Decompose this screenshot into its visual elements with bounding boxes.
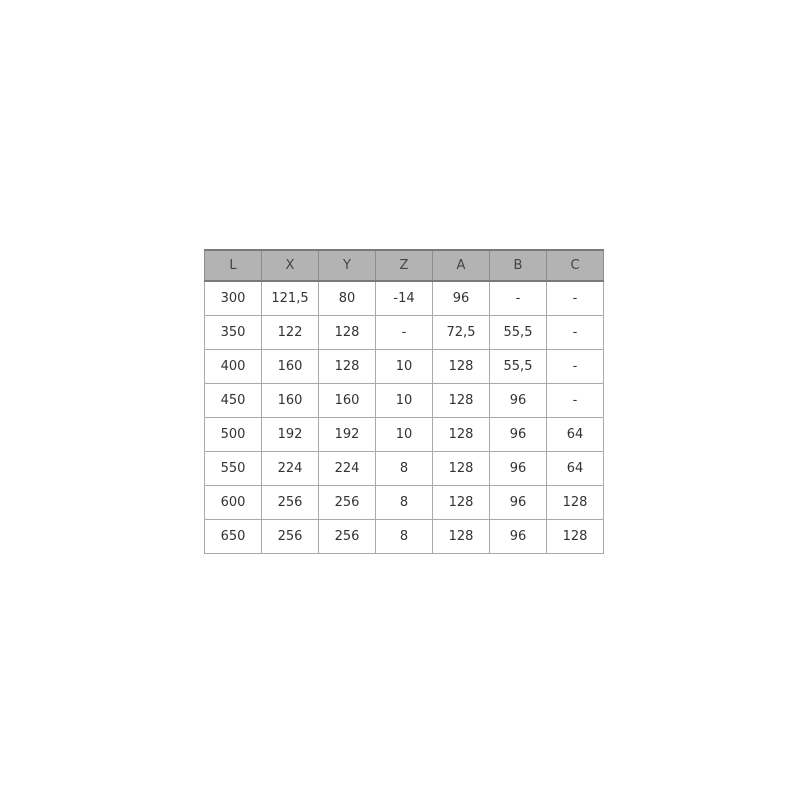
table-cell: 10 [375, 349, 433, 384]
table-cell: 450 [204, 383, 262, 418]
table-cell: 500 [204, 417, 262, 452]
table-row: 500 192 192 10 128 96 64 [204, 417, 604, 452]
table-cell: 80 [318, 280, 376, 316]
table-cell: 72,5 [432, 315, 490, 350]
table-cell: 650 [204, 519, 262, 554]
table-row: 600 256 256 8 128 96 128 [204, 485, 604, 520]
table-cell: 96 [489, 485, 547, 520]
table-cell: 300 [204, 280, 262, 316]
table-cell: 128 [432, 451, 490, 486]
table-cell: 256 [261, 485, 319, 520]
table-cell: -14 [375, 280, 433, 316]
table-cell: 128 [432, 417, 490, 452]
table-cell: - [546, 349, 604, 384]
table-cell: 160 [261, 349, 319, 384]
column-header: Z [375, 249, 433, 282]
table-cell: 10 [375, 417, 433, 452]
table-row: 350 122 128-72,5 55,5- [204, 315, 604, 350]
table-cell: 10 [375, 383, 433, 418]
table-cell: 256 [318, 485, 376, 520]
table-cell: 128 [318, 315, 376, 350]
table-cell: 55,5 [489, 349, 547, 384]
table-cell: 600 [204, 485, 262, 520]
table-cell: 128 [432, 383, 490, 418]
table-cell: - [546, 280, 604, 316]
table-cell: 64 [546, 417, 604, 452]
table-cell: 128 [432, 485, 490, 520]
table-cell: 128 [318, 349, 376, 384]
table-cell: 350 [204, 315, 262, 350]
table-cell: 128 [432, 349, 490, 384]
table-cell: 128 [546, 485, 604, 520]
column-header: A [432, 249, 490, 282]
table-cell: 8 [375, 485, 433, 520]
table-cell: - [546, 383, 604, 418]
column-header: B [489, 249, 547, 282]
column-header: L [204, 249, 262, 282]
table-cell: 55,5 [489, 315, 547, 350]
table-cell: 192 [261, 417, 319, 452]
table-cell: 96 [489, 519, 547, 554]
table-cell: 128 [432, 519, 490, 554]
table-cell: - [489, 280, 547, 316]
table-row: 300 121,5 80 -14 96- - [204, 280, 604, 316]
table-cell: 121,5 [261, 280, 319, 316]
table-cell: 256 [318, 519, 376, 554]
table-cell: 122 [261, 315, 319, 350]
table-cell: 160 [261, 383, 319, 418]
table-cell: 8 [375, 519, 433, 554]
table-cell: 96 [489, 417, 547, 452]
table-cell: 400 [204, 349, 262, 384]
column-header: X [261, 249, 319, 282]
table-cell: 96 [489, 451, 547, 486]
column-header: C [546, 249, 604, 282]
table-cell: 160 [318, 383, 376, 418]
table-cell: 128 [546, 519, 604, 554]
table-cell: 8 [375, 451, 433, 486]
table-cell: 96 [432, 280, 490, 316]
column-header: Y [318, 249, 376, 282]
table-row: 650 256 256 8 128 96 128 [204, 519, 604, 554]
table-cell: - [546, 315, 604, 350]
table-cell: 224 [318, 451, 376, 486]
table-cell: - [375, 315, 433, 350]
table-row: 550 224 224 8 128 96 64 [204, 451, 604, 486]
table-cell: 550 [204, 451, 262, 486]
table-cell: 256 [261, 519, 319, 554]
table-row: 400 160 128 10 128 55,5- [204, 349, 604, 384]
table-cell: 64 [546, 451, 604, 486]
table-cell: 192 [318, 417, 376, 452]
table-row: 450 160 160 10 128 96- [204, 383, 604, 418]
table-cell: 224 [261, 451, 319, 486]
table-cell: 96 [489, 383, 547, 418]
